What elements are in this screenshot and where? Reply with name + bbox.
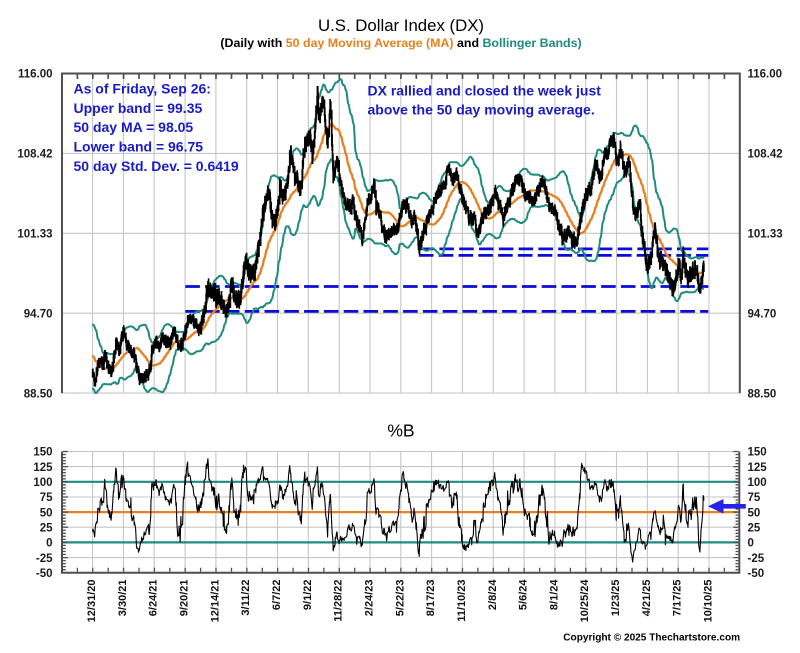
- svg-text:0: 0: [748, 538, 754, 550]
- svg-text:-25: -25: [36, 553, 53, 565]
- svg-text:101.33: 101.33: [17, 229, 52, 241]
- svg-text:25: 25: [40, 523, 53, 535]
- svg-text:150: 150: [33, 447, 52, 459]
- svg-text:101.33: 101.33: [748, 229, 783, 241]
- svg-text:0: 0: [46, 538, 52, 550]
- svg-text:6/24/21: 6/24/21: [148, 580, 160, 617]
- svg-text:116.00: 116.00: [18, 69, 53, 81]
- svg-text:50 day Std. Dev. = 0.6419: 50 day Std. Dev. = 0.6419: [74, 158, 239, 174]
- svg-text:4/21/25: 4/21/25: [641, 580, 653, 617]
- svg-text:12/31/20: 12/31/20: [86, 580, 98, 623]
- svg-text:3/30/21: 3/30/21: [117, 580, 129, 617]
- svg-text:11/10/23: 11/10/23: [456, 580, 468, 622]
- svg-text:Upper band = 99.35: Upper band = 99.35: [74, 100, 203, 116]
- svg-text:8/1/24: 8/1/24: [548, 579, 560, 610]
- svg-text:88.50: 88.50: [748, 388, 777, 400]
- svg-text:Copyright © 2025 Thechartstore: Copyright © 2025 Thechartstore.com: [563, 633, 740, 644]
- svg-text:12/14/21: 12/14/21: [209, 580, 221, 623]
- svg-text:11/28/22: 11/28/22: [333, 580, 345, 622]
- svg-text:10/10/25: 10/10/25: [703, 580, 715, 623]
- svg-text:2/8/24: 2/8/24: [487, 579, 499, 610]
- svg-text:-50: -50: [36, 568, 53, 580]
- svg-text:-25: -25: [748, 553, 765, 565]
- svg-text:100: 100: [33, 477, 52, 489]
- svg-text:7/17/25: 7/17/25: [672, 580, 684, 617]
- svg-text:125: 125: [33, 462, 53, 474]
- svg-text:10/25/24: 10/25/24: [579, 579, 591, 623]
- svg-text:88.50: 88.50: [24, 388, 53, 400]
- svg-text:%B: %B: [387, 421, 414, 441]
- svg-text:8/17/23: 8/17/23: [425, 580, 437, 617]
- svg-text:As of Friday, Sep 26:: As of Friday, Sep 26:: [74, 80, 211, 96]
- svg-text:9/20/21: 9/20/21: [179, 580, 191, 617]
- svg-text:DX rallied and closed the week: DX rallied and closed the week just: [368, 82, 602, 98]
- svg-text:3/11/22: 3/11/22: [240, 580, 252, 616]
- svg-text:6/7/22: 6/7/22: [271, 580, 283, 611]
- svg-text:above the 50 day moving averag: above the 50 day moving average.: [368, 102, 595, 118]
- svg-text:108.42: 108.42: [17, 149, 52, 161]
- svg-text:Lower band = 96.75: Lower band = 96.75: [74, 139, 204, 155]
- svg-text:116.00: 116.00: [748, 69, 783, 81]
- svg-text:9/1/22: 9/1/22: [302, 580, 314, 611]
- svg-text:94.70: 94.70: [748, 308, 777, 320]
- svg-text:125: 125: [748, 462, 768, 474]
- svg-text:5/6/24: 5/6/24: [518, 579, 530, 610]
- svg-text:(Daily with 50 day Moving Aver: (Daily with 50 day Moving Average (MA) a…: [220, 36, 581, 50]
- svg-text:-50: -50: [748, 568, 765, 580]
- svg-text:94.70: 94.70: [24, 308, 53, 320]
- svg-text:25: 25: [748, 523, 761, 535]
- svg-text:100: 100: [748, 477, 767, 489]
- svg-text:U.S. Dollar Index (DX): U.S. Dollar Index (DX): [318, 16, 484, 35]
- svg-text:150: 150: [748, 447, 767, 459]
- svg-text:50: 50: [748, 507, 761, 519]
- svg-text:108.42: 108.42: [748, 149, 783, 161]
- svg-text:1/23/25: 1/23/25: [610, 580, 622, 617]
- svg-text:2/24/23: 2/24/23: [364, 580, 376, 617]
- svg-text:5/22/23: 5/22/23: [394, 580, 406, 617]
- svg-text:50 day MA = 98.05: 50 day MA = 98.05: [74, 119, 194, 135]
- svg-text:50: 50: [40, 507, 53, 519]
- svg-text:75: 75: [748, 492, 761, 504]
- svg-text:75: 75: [40, 492, 53, 504]
